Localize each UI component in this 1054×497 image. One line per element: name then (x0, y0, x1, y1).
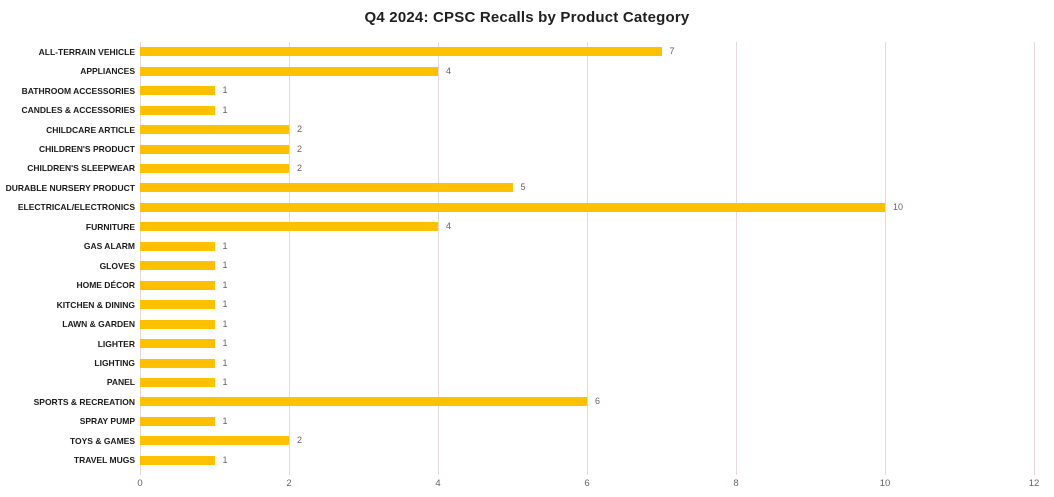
category-label: SPORTS & RECREATION (33, 396, 135, 407)
bar-value-label: 10 (893, 201, 904, 212)
vertical-gridline (1034, 42, 1035, 475)
bar-gloves (140, 261, 215, 271)
bar-spray-pump (140, 416, 215, 426)
bar-lighting (140, 358, 215, 368)
x-tick-label: 0 (137, 478, 143, 489)
category-label: BATHROOM ACCESSORIES (21, 85, 135, 96)
category-label: HOME DÉCOR (76, 280, 135, 291)
bar-furniture (140, 222, 438, 232)
bar-electrical-electronics (140, 202, 885, 212)
bar-value-label: 1 (222, 260, 228, 271)
bar-value-label: 1 (222, 454, 228, 465)
bar-value-label: 4 (446, 221, 452, 232)
bar-value-label: 1 (222, 299, 228, 310)
category-label: SPRAY PUMP (79, 416, 135, 427)
vertical-gridline (289, 42, 290, 475)
bar-value-label: 7 (669, 46, 675, 57)
x-tick-label: 6 (584, 478, 590, 489)
bar-children-s-sleepwear (140, 163, 289, 173)
bar-panel (140, 377, 215, 387)
bar-value-label: 1 (222, 338, 228, 349)
bar-value-label: 1 (222, 240, 228, 251)
category-label: GAS ALARM (83, 241, 135, 252)
bar-value-label: 2 (297, 143, 303, 154)
bar-candles-accessories (140, 105, 215, 115)
bar-value-label: 1 (222, 279, 228, 290)
category-label: DURABLE NURSERY PRODUCT (5, 182, 135, 193)
category-label: CHILDCARE ARTICLE (46, 124, 135, 135)
category-label: CHILDREN'S SLEEPWEAR (27, 163, 135, 174)
bar-children-s-product (140, 144, 289, 154)
bar-value-label: 2 (297, 435, 303, 446)
vertical-gridline (736, 42, 737, 475)
category-label: FURNITURE (85, 221, 135, 232)
vertical-gridline (438, 42, 439, 475)
category-label: LIGHTING (94, 358, 135, 368)
bar-toys-games (140, 436, 289, 446)
bar-lawn-garden (140, 319, 215, 329)
bar-value-label: 6 (595, 396, 601, 407)
category-label: TOYS & GAMES (69, 435, 135, 446)
vertical-gridline (885, 42, 886, 475)
category-label: ELECTRICAL/ELECTRONICS (17, 202, 135, 213)
x-tick-label: 10 (879, 478, 891, 489)
bar-value-label: 1 (222, 357, 228, 368)
bar-value-label: 1 (222, 376, 228, 387)
bar-value-label: 5 (520, 182, 526, 193)
category-label: ALL-TERRAIN VEHICLE (38, 46, 135, 57)
category-label: TRAVEL MUGS (73, 455, 135, 466)
x-tick-label: 2 (286, 478, 292, 489)
bar-appliances (140, 66, 438, 76)
category-label: APPLIANCES (80, 66, 135, 77)
category-label: LAWN & GARDEN (62, 319, 135, 330)
x-tick-label: 8 (733, 478, 739, 489)
category-label: KITCHEN & DINING (56, 299, 135, 310)
plot-area: 7 4 1 1 2 2 2 5 10 4 1 1 1 1 1 1 1 1 6 1 2 1 (140, 42, 1035, 475)
bar-value-label: 1 (222, 318, 228, 329)
category-label: GLOVES (99, 260, 135, 271)
chart-title: Q4 2024: CPSC Recalls by Product Categor… (364, 9, 690, 26)
bar-value-label: 2 (297, 162, 303, 173)
bar-gas-alarm (140, 241, 215, 251)
bar-value-label: 1 (222, 415, 228, 426)
vertical-gridline (140, 42, 141, 475)
bar-value-label: 1 (222, 85, 228, 96)
bar-travel-mugs (140, 455, 215, 465)
category-label: CANDLES & ACCESSORIES (21, 105, 135, 116)
category-label: LIGHTER (97, 338, 135, 349)
bar-bathroom-accessories (140, 86, 215, 96)
bar-durable-nursery-product (140, 183, 513, 193)
bar-value-label: 1 (222, 104, 228, 115)
bar-kitchen-dining (140, 300, 215, 310)
bar-all-terrain-vehicle (140, 47, 662, 57)
x-tick-label: 12 (1028, 478, 1040, 489)
bar-lighter (140, 339, 215, 349)
bar-home-d-cor (140, 280, 215, 290)
category-label: PANEL (106, 377, 135, 388)
bar-childcare-article (140, 125, 289, 135)
category-label: CHILDREN'S PRODUCT (39, 144, 135, 154)
vertical-gridline (587, 42, 588, 475)
bar-value-label: 2 (297, 124, 303, 135)
x-tick-label: 4 (435, 478, 441, 489)
bar-value-label: 4 (446, 65, 452, 76)
bar-sports-recreation (140, 397, 587, 407)
